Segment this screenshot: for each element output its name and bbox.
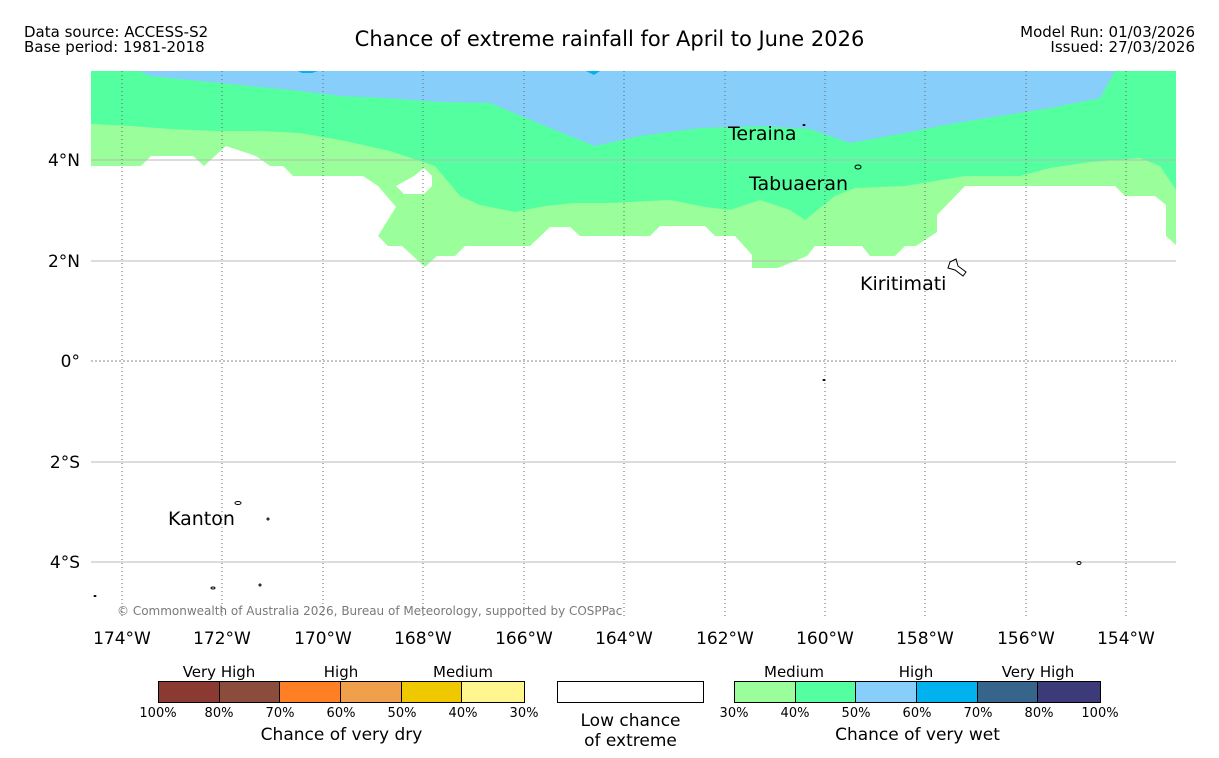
islet-1 <box>266 517 270 521</box>
wet-header-medium: Medium <box>764 663 824 681</box>
lon-label-170w: 170°W <box>294 629 352 649</box>
wet-tick-60: 60% <box>902 706 932 721</box>
map-title: Chance of extreme rainfall for April to … <box>354 27 865 51</box>
lon-label-164w: 164°W <box>595 629 653 649</box>
low-chance-swatch <box>557 681 704 703</box>
dry-tick-80: 80% <box>204 706 234 721</box>
wet-tick-30: 30% <box>719 706 749 721</box>
wet-swatch-4 <box>917 682 978 702</box>
dry-header-high: High <box>323 663 359 681</box>
low-caption-line1: Low chance <box>580 711 681 731</box>
dry-tick-50: 50% <box>387 706 417 721</box>
latitude-gridlines <box>91 159 1176 563</box>
dry-header-medium: Medium <box>433 663 493 681</box>
island-outlines <box>93 124 1082 597</box>
wet-swatch-5 <box>977 682 1039 702</box>
issued-text: Issued: 27/03/2026 <box>1050 38 1195 56</box>
wet-highest-region <box>91 71 1176 146</box>
wet-tick-80: 80% <box>1024 706 1054 721</box>
wet-header-high: High <box>898 663 934 681</box>
data-source-text: Data source: ACCESS-S2 <box>24 23 209 41</box>
teraina-island-shape <box>802 124 806 126</box>
islet-5 <box>822 379 826 381</box>
dry-swatch-3 <box>280 682 342 702</box>
copyright-text: © Commonwealth of Australia 2026, Bureau… <box>117 604 622 618</box>
dry-tick-70: 70% <box>265 706 295 721</box>
wet-swatch-1 <box>735 682 796 702</box>
wet-swatch-6 <box>1038 682 1101 702</box>
wet-tick-70: 70% <box>963 706 993 721</box>
tabuaeran-island-shape <box>854 164 862 170</box>
dry-tick-30: 30% <box>509 706 539 721</box>
lon-label-174w: 174°W <box>93 629 151 649</box>
dry-swatch-6 <box>462 682 525 702</box>
wet-colorbar <box>734 681 1101 703</box>
rainfall-map: Teraina Tabuaeran Kiritimati Kanton 4°N … <box>48 71 1176 649</box>
place-label-tabuaeran: Tabuaeran <box>748 173 848 195</box>
dry-tick-60: 60% <box>326 706 356 721</box>
lon-label-154w: 154°W <box>1097 629 1155 649</box>
dry-caption: Chance of very dry <box>260 725 423 745</box>
dry-header-very-high: Very High <box>182 663 256 681</box>
lon-label-160w: 160°W <box>796 629 854 649</box>
lon-label-166w: 166°W <box>495 629 553 649</box>
lon-label-162w: 162°W <box>696 629 754 649</box>
islet-4 <box>1076 561 1082 565</box>
wet-header-very-high: Very High <box>1001 663 1075 681</box>
lon-label-172w: 172°W <box>193 629 251 649</box>
wet-tick-100: 100% <box>1081 706 1119 721</box>
map-plot-area <box>91 71 1176 617</box>
dry-swatch-2 <box>219 682 281 702</box>
place-label-teraina: Teraina <box>727 123 797 145</box>
lat-label-2n: 2°N <box>48 252 80 272</box>
dry-swatch-1 <box>159 682 220 702</box>
dry-swatch-5 <box>401 682 463 702</box>
lon-label-158w: 158°W <box>896 629 954 649</box>
dry-tick-100: 100% <box>139 706 177 721</box>
low-caption-line2: of extreme <box>584 731 677 751</box>
dry-tick-40: 40% <box>448 706 478 721</box>
lon-label-156w: 156°W <box>997 629 1055 649</box>
lat-label-4n: 4°N <box>48 151 80 171</box>
base-period-text: Base period: 1981-2018 <box>24 38 205 56</box>
wet-tick-40: 40% <box>780 706 810 721</box>
islet-6 <box>93 595 97 597</box>
place-label-kanton: Kanton <box>168 508 235 530</box>
longitude-gridlines <box>121 71 1127 617</box>
dry-colorbar <box>158 681 525 703</box>
wet-tick-50: 50% <box>841 706 871 721</box>
islet-3 <box>258 583 262 587</box>
lat-label-0: 0° <box>61 352 80 372</box>
lat-label-2s: 2°S <box>50 453 80 473</box>
wet-swatch-2 <box>795 682 857 702</box>
kiritimati-island-shape <box>947 258 967 277</box>
lon-label-168w: 168°W <box>394 629 452 649</box>
lat-label-4s: 4°S <box>50 553 80 573</box>
place-label-kiritimati: Kiritimati <box>860 273 946 295</box>
wet-swatch-3 <box>856 682 918 702</box>
model-run-text: Model Run: 01/03/2026 <box>1020 23 1195 41</box>
islet-2 <box>210 586 216 590</box>
kanton-island-shape <box>234 501 242 505</box>
dry-swatch-4 <box>341 682 402 702</box>
wet-caption: Chance of very wet <box>835 725 1000 745</box>
